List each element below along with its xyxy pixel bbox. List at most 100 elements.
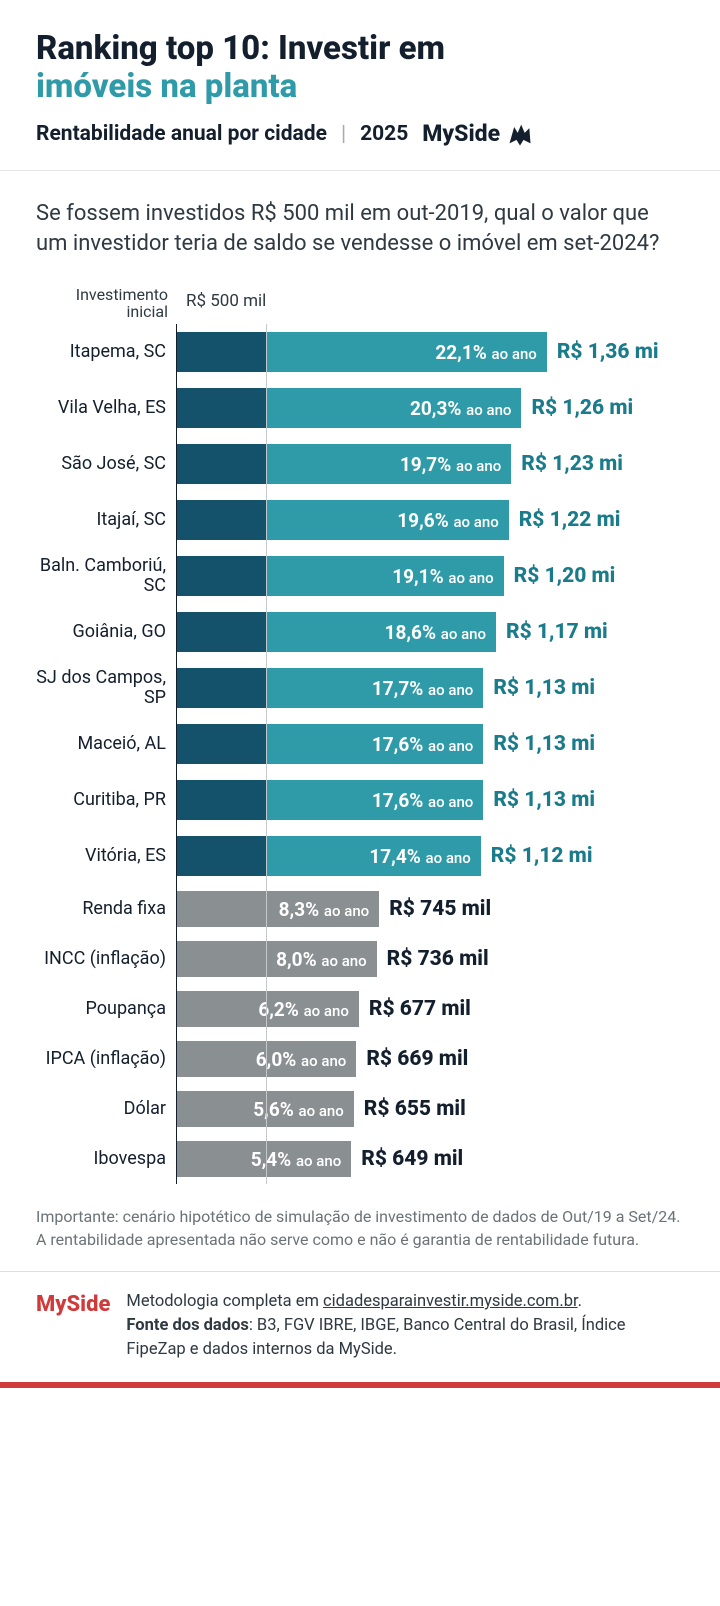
method-pre: Metodologia completa em <box>126 1292 323 1311</box>
bar-cell: 17,6% ao ano R$ 1,13 mi <box>176 716 684 772</box>
bar-percent: 22,1% ao ano <box>435 341 536 364</box>
benchmark-bar: 6,2% ao ano <box>176 991 359 1027</box>
bar-value: R$ 1,22 mi <box>519 508 621 532</box>
benchmark-bar: 8,0% ao ano <box>176 941 377 977</box>
chart-row: Itapema, SC 22,1% ao ano R$ 1,36 mi <box>36 324 684 380</box>
chart-row: Vila Velha, ES 20,3% ao ano R$ 1,26 mi <box>36 380 684 436</box>
bar-percent: 8,0% ao ano <box>276 948 367 971</box>
bar-chart: Investimento inicial R$ 500 mil Itapema,… <box>36 284 684 1184</box>
bar-value: R$ 655 mil <box>364 1097 466 1121</box>
row-label: Poupança <box>36 999 176 1019</box>
chart-row: Vitória, ES 17,4% ao ano R$ 1,12 mi <box>36 828 684 884</box>
bar-value: R$ 649 mil <box>361 1147 463 1171</box>
row-label: Renda fixa <box>36 899 176 919</box>
row-label: Baln. Camboriú, SC <box>36 556 176 596</box>
bar-value: R$ 1,17 mi <box>506 620 608 644</box>
bar-cell: 5,4% ao ano R$ 649 mil <box>176 1134 684 1184</box>
bar-percent: 19,1% ao ano <box>392 565 493 588</box>
benchmark-bar: 5,6% ao ano <box>176 1091 354 1127</box>
infographic-container: Ranking top 10: Investir em imóveis na p… <box>0 0 720 1388</box>
row-label: Ibovespa <box>36 1149 176 1169</box>
chart-row: Baln. Camboriú, SC19,1% ao anoR$ 1,20 mi <box>36 548 684 604</box>
row-label: Goiânia, GO <box>36 622 176 642</box>
bar-value: R$ 745 mil <box>389 897 491 921</box>
method-post: . <box>578 1292 582 1311</box>
row-label: Itajaí, SC <box>36 510 176 530</box>
bar-value: R$ 736 mil <box>387 947 489 971</box>
chart-row: SJ dos Campos, SP17,7% ao anoR$ 1,13 mi <box>36 660 684 716</box>
body: Se fossem investidos R$ 500 mil em out-2… <box>0 171 720 1271</box>
chart-row: Poupança6,2% ao anoR$ 677 mil <box>36 984 684 1034</box>
city-bar: 20,3% ao ano <box>176 388 521 428</box>
bar-cell: 19,6% ao ano R$ 1,22 mi <box>176 492 684 548</box>
bar-percent: 8,3% ao ano <box>279 898 370 921</box>
axis-header: Investimento inicial R$ 500 mil <box>36 284 684 318</box>
bar-percent: 18,6% ao ano <box>385 621 486 644</box>
bar-cell: 19,7% ao anoR$ 1,23 mi <box>176 436 684 492</box>
bar-value: R$ 1,13 mi <box>493 676 595 700</box>
bar-value: R$ 1,26 mi <box>531 396 633 420</box>
reference-label: R$ 500 mil <box>176 291 684 311</box>
chart-row: São José, SC19,7% ao anoR$ 1,23 mi <box>36 436 684 492</box>
brand-logo: MySide <box>422 120 534 148</box>
bar-cell: 5,6% ao ano R$ 655 mil <box>176 1084 684 1134</box>
benchmark-bar: 8,3% ao ano <box>176 891 379 927</box>
bar-percent: 20,3% ao ano <box>410 397 511 420</box>
source-label: Fonte dos dados <box>126 1316 248 1335</box>
bar-cell: 19,1% ao anoR$ 1,20 mi <box>176 548 684 604</box>
chart-row: IPCA (inflação)6,0% ao anoR$ 669 mil <box>36 1034 684 1084</box>
bar-cell: 6,2% ao anoR$ 677 mil <box>176 984 684 1034</box>
bar-value: R$ 1,13 mi <box>493 732 595 756</box>
chart-row: Curitiba, PR17,6% ao anoR$ 1,13 mi <box>36 772 684 828</box>
bar-cell: 17,4% ao ano R$ 1,12 mi <box>176 828 684 884</box>
reference-line <box>266 324 267 1184</box>
city-bar: 22,1% ao ano <box>176 332 547 372</box>
title-line2: imóveis na planta <box>36 68 684 106</box>
row-label: INCC (inflação) <box>36 949 176 969</box>
chart-row: Renda fixa 8,3% ao ano R$ 745 mil <box>36 884 684 934</box>
bar-cell: 8,0% ao ano R$ 736 mil <box>176 934 684 984</box>
title-line1: Ranking top 10: Investir em <box>36 30 684 68</box>
chart-row: Dólar5,6% ao ano R$ 655 mil <box>36 1084 684 1134</box>
y-axis-line <box>176 324 177 1184</box>
bar-cell: 6,0% ao anoR$ 669 mil <box>176 1034 684 1084</box>
subtitle-row: Rentabilidade anual por cidade | 2025 My… <box>36 120 684 148</box>
chart-row: Itajaí, SC 19,6% ao ano R$ 1,22 mi <box>36 492 684 548</box>
chart-row: Goiânia, GO 18,6% ao ano R$ 1,17 mi <box>36 604 684 660</box>
lead-text: Se fossem investidos R$ 500 mil em out-2… <box>36 199 684 258</box>
bar-percent: 17,4% ao ano <box>369 845 470 868</box>
header: Ranking top 10: Investir em imóveis na p… <box>0 0 720 171</box>
bar-percent: 5,4% ao ano <box>251 1148 342 1171</box>
row-label: Vila Velha, ES <box>36 398 176 418</box>
bar-value: R$ 669 mil <box>366 1047 468 1071</box>
city-bar: 19,1% ao ano <box>176 556 504 596</box>
row-label: Dólar <box>36 1099 176 1119</box>
bar-cell: 22,1% ao ano R$ 1,36 mi <box>176 324 684 380</box>
city-bar: 17,6% ao ano <box>176 724 483 764</box>
bar-cell: 17,6% ao anoR$ 1,13 mi <box>176 772 684 828</box>
disclaimer: Importante: cenário hipotético de simula… <box>36 1206 684 1251</box>
bar-cell: 17,7% ao anoR$ 1,13 mi <box>176 660 684 716</box>
bar-percent: 17,6% ao ano <box>372 733 473 756</box>
row-label: Maceió, AL <box>36 734 176 754</box>
year: 2025 <box>360 122 408 146</box>
row-label: Itapema, SC <box>36 342 176 362</box>
axis-label: Investimento inicial <box>36 282 176 321</box>
bar-percent: 19,7% ao ano <box>400 453 501 476</box>
row-label: Curitiba, PR <box>36 790 176 810</box>
row-label: Vitória, ES <box>36 846 176 866</box>
bar-cell: 18,6% ao ano R$ 1,17 mi <box>176 604 684 660</box>
bar-value: R$ 1,36 mi <box>557 340 659 364</box>
brand-text: MySide <box>422 120 500 147</box>
benchmark-bar: 5,4% ao ano <box>176 1141 351 1177</box>
bar-cell: 8,3% ao ano R$ 745 mil <box>176 884 684 934</box>
divider: | <box>341 122 346 146</box>
row-label: SJ dos Campos, SP <box>36 668 176 708</box>
method-link[interactable]: cidadesparainvestir.myside.com.br <box>323 1292 578 1311</box>
bar-value: R$ 1,13 mi <box>493 788 595 812</box>
bar-percent: 19,6% ao ano <box>397 509 498 532</box>
city-bar: 17,4% ao ano <box>176 836 481 876</box>
city-bar: 19,6% ao ano <box>176 500 509 540</box>
wolf-icon <box>506 120 534 148</box>
bar-value: R$ 1,12 mi <box>491 844 593 868</box>
